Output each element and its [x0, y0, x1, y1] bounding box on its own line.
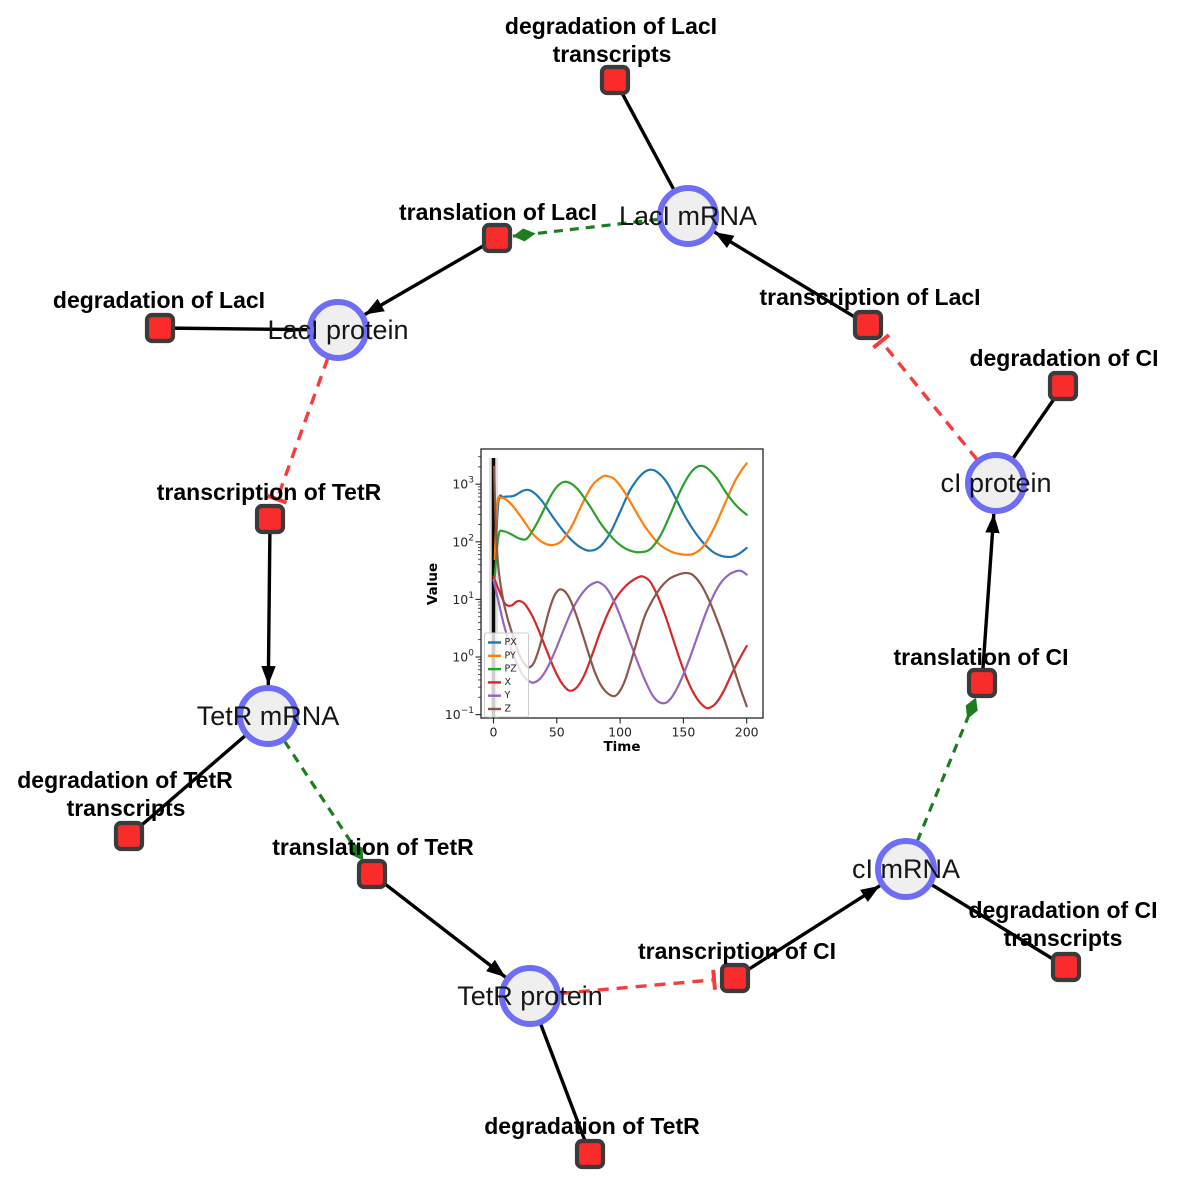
edge-production-translation_laci-laci_protein: [363, 242, 488, 316]
x-tick-label-200: 200: [735, 725, 759, 740]
edge-production-transcription_laci-laci_mrna: [713, 230, 859, 321]
species-node-ci_mrna[interactable]: [875, 838, 937, 900]
reaction-label-translation_ci: translation of CI: [893, 644, 1068, 670]
species-node-tetr_mrna[interactable]: [237, 685, 299, 747]
legend-entry-Y: Y: [504, 690, 511, 701]
edge-consumption-ci_mrna-deg_ci_transcripts: [905, 867, 1067, 969]
x-tick-label-50: 50: [549, 725, 565, 740]
reaction-label-translation_tetr: translation of TetR: [272, 834, 474, 860]
nodes-layer: [113, 64, 1082, 1170]
reaction-label-translation_laci: translation of LacI: [399, 199, 597, 225]
reaction-node-deg_ci_transcripts[interactable]: [1050, 951, 1082, 983]
reaction-label-deg_tetr: degradation of TetR: [484, 1113, 700, 1139]
reaction-node-transcription_ci[interactable]: [719, 962, 751, 994]
edge-production-transcription_ci-ci_mrna: [744, 884, 881, 973]
reaction-node-transcription_tetr[interactable]: [254, 503, 286, 535]
species-label-ci_protein: cI protein: [940, 468, 1051, 498]
legend-entry-PZ: PZ: [505, 664, 518, 675]
species-label-tetr_mrna: TetR mRNA: [197, 701, 340, 731]
legend-entry-PX: PX: [505, 637, 518, 648]
species-label-laci_mrna: LacI mRNA: [619, 201, 757, 231]
species-label-laci_protein: LacI protein: [267, 315, 408, 345]
y-tick-label-1e3: 103: [452, 476, 474, 492]
reaction-node-translation_tetr[interactable]: [356, 858, 388, 890]
series-line-PY: [493, 462, 748, 561]
species-node-ci_protein[interactable]: [965, 452, 1027, 514]
edge-catalysis-ci_mrna-translation_ci: [915, 697, 978, 842]
series-line-PX: [494, 468, 748, 559]
legend-entry-PY: PY: [505, 650, 517, 661]
y-axis-label: Value: [425, 563, 441, 605]
legend-entry-X: X: [505, 677, 512, 688]
edge-catalysis-tetr_mrna-translation_tetr: [283, 740, 365, 862]
reaction-label-deg_tetr_transcripts-line2: transcripts: [67, 795, 186, 821]
edge-inhibition-tetr_protein-transcription_ci: [559, 969, 717, 996]
y-tick-label-1e1: 101: [452, 591, 474, 607]
y-tick-label-1e0: 100: [452, 649, 474, 665]
plot-legend: PX PY PZ XYZ: [484, 632, 529, 718]
x-tick-label-0: 0: [490, 725, 498, 740]
inset-timecourse-plot: 0 50 100 150 20010−1100101102103TimeValuePXP…: [425, 448, 764, 755]
reaction-node-deg_laci_transcripts[interactable]: [599, 64, 631, 96]
reaction-node-deg_laci[interactable]: [144, 312, 176, 344]
reaction-node-deg_tetr_transcripts[interactable]: [113, 820, 145, 852]
x-tick-label-150: 150: [671, 725, 695, 740]
series-line-PZ: [493, 464, 748, 578]
species-label-ci_mrna: cI mRNA: [852, 854, 960, 884]
reaction-label-deg_laci: degradation of LacI: [53, 287, 265, 313]
labels-layer: degradation of LacItranscriptstranslatio…: [17, 13, 1158, 1139]
reaction-label-transcription_laci: transcription of LacI: [759, 284, 980, 310]
x-axis-label: Time: [603, 739, 640, 755]
reaction-label-transcription_ci: transcription of CI: [638, 938, 836, 964]
edge-production-translation_tetr-tetr_protein: [380, 879, 507, 979]
reaction-label-transcription_tetr: transcription of TetR: [157, 479, 382, 505]
species-node-laci_mrna[interactable]: [657, 185, 719, 247]
reaction-node-deg_ci[interactable]: [1047, 370, 1079, 402]
reaction-label-deg_tetr_transcripts-line1: degradation of TetR: [17, 767, 233, 793]
legend-entry-Z: Z: [505, 704, 512, 715]
reaction-label-deg_ci_transcripts-line1: degradation of CI: [968, 897, 1157, 923]
edge-inhibition-laci_protein-transcription_tetr: [267, 357, 330, 505]
reaction-node-translation_laci[interactable]: [481, 222, 513, 254]
reaction-node-translation_ci[interactable]: [966, 667, 998, 699]
reaction-label-deg_ci: degradation of CI: [969, 345, 1158, 371]
reaction-label-deg_ci_transcripts-line2: transcripts: [1004, 925, 1123, 951]
species-node-laci_protein[interactable]: [307, 299, 369, 361]
species-node-tetr_protein[interactable]: [499, 965, 561, 1027]
edge-inhibition-ci_protein-transcription_laci: [872, 333, 979, 461]
reaction-label-deg_laci_transcripts-line2: transcripts: [553, 41, 672, 67]
x-tick-label-100: 100: [608, 725, 632, 740]
series-line-X: [492, 575, 748, 710]
species-label-tetr_protein: TetR protein: [457, 981, 603, 1011]
reaction-node-transcription_laci[interactable]: [852, 309, 884, 341]
edge-production-transcription_tetr-tetr_mrna: [261, 530, 276, 686]
edge-catalysis-laci_mrna-translation_laci: [512, 217, 659, 242]
reaction-label-deg_laci_transcripts-line1: degradation of LacI: [505, 13, 717, 39]
edge-production-translation_ci-ci_protein: [981, 513, 1000, 672]
y-tick-label-1e2: 102: [452, 533, 474, 549]
reaction-node-deg_tetr[interactable]: [574, 1138, 606, 1170]
y-tick-label-1e-1: 10−1: [445, 706, 474, 722]
